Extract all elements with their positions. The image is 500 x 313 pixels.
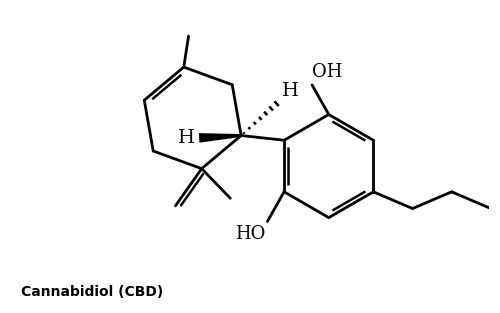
Polygon shape: [199, 133, 241, 143]
Text: Cannabidiol (CBD): Cannabidiol (CBD): [21, 285, 163, 299]
Text: OH: OH: [312, 63, 342, 81]
Text: H: H: [178, 129, 196, 147]
Text: H: H: [282, 82, 298, 100]
Text: HO: HO: [234, 225, 265, 243]
